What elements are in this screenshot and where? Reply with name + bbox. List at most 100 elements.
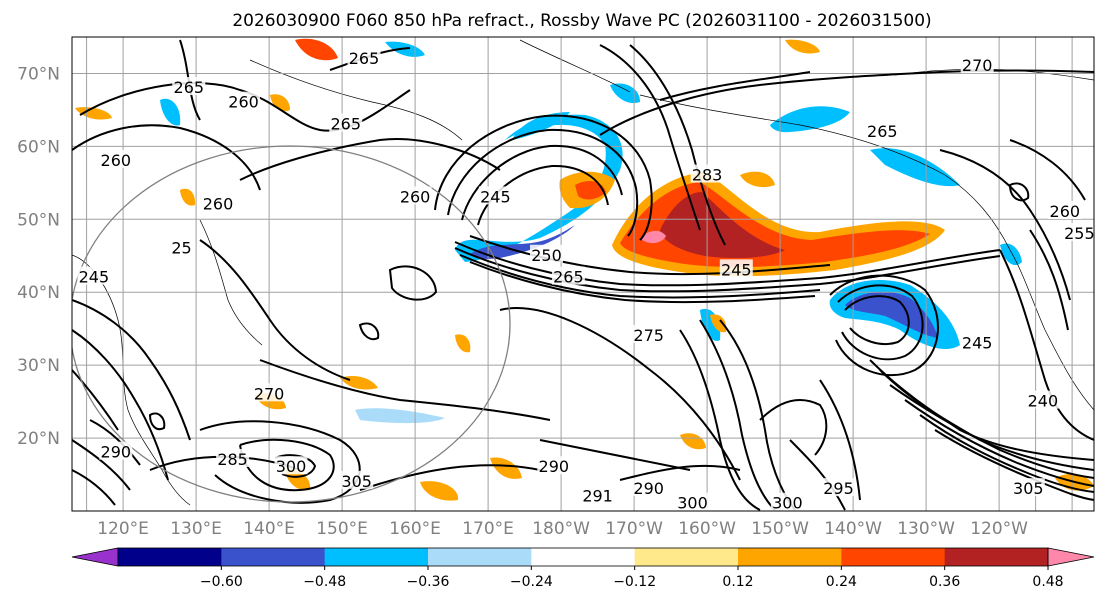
map-panel: 265 265 260 265 260 260 260 245 25 245 250 265 245 28… — [72, 37, 1094, 513]
colorbar-tick-label: −0.48 — [303, 574, 346, 590]
positive-anomaly-east2 — [455, 334, 471, 353]
colorbar-segment — [428, 548, 532, 566]
contour-label: 283 — [692, 166, 723, 185]
contour-label-bg — [274, 456, 308, 475]
contour-label: 265 — [349, 49, 380, 68]
lon-label: 130°W — [897, 519, 955, 539]
colorbar: −0.60 −0.48 −0.36 −0.24 −0.12 0.12 0.24 0.36 0.4… — [71, 547, 1095, 590]
latitude-labels: 70°N 60°N 50°N 40°N 30°N 20°N — [17, 64, 60, 449]
colorbar-segment — [841, 548, 946, 566]
positive-anomaly-subtrop5 — [490, 457, 522, 479]
contour-label-bg — [398, 186, 432, 205]
lat-label: 40°N — [17, 283, 60, 303]
colorbar-segment — [324, 548, 429, 566]
contour-label-bg — [770, 492, 804, 511]
contour-label: 245 — [480, 187, 511, 206]
contour-label-bg — [960, 332, 994, 351]
lon-label: 120°E — [97, 519, 149, 539]
contour-label: 305 — [1013, 479, 1044, 498]
contour-label-bg — [1011, 478, 1045, 497]
colorbar-tick-label: 0.12 — [722, 574, 753, 590]
contour-label-bg — [340, 470, 374, 489]
lat-label: 70°N — [17, 64, 60, 84]
contour-label-bg — [201, 193, 235, 212]
contour-label: 240 — [1028, 392, 1059, 411]
negative-anomaly-gulf — [870, 148, 960, 187]
contour-label: 265 — [867, 122, 898, 141]
contour-label: 290 — [101, 443, 132, 462]
contour-label-bg — [865, 120, 899, 139]
lat-label: 50°N — [17, 210, 60, 230]
contour-label: 260 — [228, 93, 259, 112]
contour-label: 260 — [203, 195, 234, 214]
contour-label-bg — [252, 383, 286, 402]
contour-label: 260 — [101, 151, 132, 170]
contour-label-bg — [581, 485, 615, 504]
contour-label: 265 — [553, 268, 584, 287]
contour-label-bg — [1026, 390, 1060, 409]
contour-label-bg — [537, 456, 571, 475]
contour-label-bg — [719, 259, 753, 278]
colorbar-extend-min — [71, 547, 119, 567]
figure-title: 2026030900 F060 850 hPa refract., Rossby… — [232, 11, 931, 31]
longitude-labels: 120°E 130°E 140°E 150°E 160°E 170°E 180°W 170°W… — [97, 519, 1028, 539]
contour-label-bg — [169, 237, 194, 256]
contour-label-bg — [632, 324, 666, 343]
contour-label: 305 — [341, 472, 372, 491]
contour-label-bg — [960, 55, 994, 74]
contour-label-bg — [77, 266, 111, 285]
contour-label: 250 — [531, 246, 562, 265]
positive-anomaly-west2 — [270, 94, 290, 112]
lat-label: 30°N — [17, 356, 60, 376]
lon-label: 170°E — [462, 519, 514, 539]
colorbar-segment — [531, 548, 636, 566]
negative-anomaly-arc — [455, 114, 623, 262]
contour-label: 270 — [254, 384, 285, 403]
colorbar-tick-label: −0.12 — [613, 574, 656, 590]
negative-anomaly-top3 — [610, 83, 640, 104]
contour-label: 25 — [171, 238, 191, 257]
contour-label-bg — [478, 186, 512, 205]
colorbar-segment — [944, 548, 1049, 566]
colorbar-segment — [738, 548, 842, 566]
contour-label-bg — [99, 441, 133, 460]
lon-label: 130°E — [170, 519, 222, 539]
map-frame — [71, 36, 1095, 512]
contour-label-bg — [1048, 201, 1082, 220]
contour-label-bg — [676, 492, 709, 511]
contour-label: 300 — [276, 457, 307, 476]
positive-anomaly-jet-peak — [640, 230, 666, 244]
colorbar-segment — [221, 548, 326, 566]
lon-label: 120°W — [970, 519, 1028, 539]
contour-label-bg — [347, 47, 381, 66]
positive-anomaly-subtrop4 — [420, 481, 459, 501]
contour-label: 295 — [823, 479, 854, 498]
positive-anomaly-jet-max — [660, 192, 785, 258]
contour-label: 300 — [772, 494, 803, 513]
lon-label: 170°W — [605, 519, 663, 539]
contour-label: 270 — [962, 56, 993, 75]
lon-label: 160°E — [389, 519, 441, 539]
negative-anomaly-alaska — [770, 106, 850, 133]
contour-label: 300 — [677, 494, 708, 513]
contour-label-bg — [172, 77, 206, 96]
negative-anomaly-coast — [1000, 243, 1022, 266]
colorbar-tick-label: −0.60 — [200, 574, 243, 590]
shading-layer — [75, 38, 1094, 501]
lon-label: 180°W — [532, 519, 590, 539]
contour-label: 245 — [962, 333, 993, 352]
contour-label: 265 — [174, 78, 205, 97]
contour-label: 245 — [721, 260, 752, 279]
contour-label-bg — [329, 113, 363, 132]
contour-label-bg — [1062, 222, 1094, 241]
positive-anomaly-west3 — [180, 188, 196, 206]
positive-anomaly-subtrop6 — [680, 433, 706, 450]
positive-anomaly-west1 — [75, 107, 112, 120]
positive-anomaly-top-right — [785, 39, 820, 54]
contour-label-bg — [822, 478, 855, 497]
contour-label: 260 — [400, 187, 431, 206]
positive-anomaly-east1 — [740, 171, 775, 188]
contour-label: 290 — [633, 479, 664, 498]
contour-label: 275 — [633, 326, 664, 345]
